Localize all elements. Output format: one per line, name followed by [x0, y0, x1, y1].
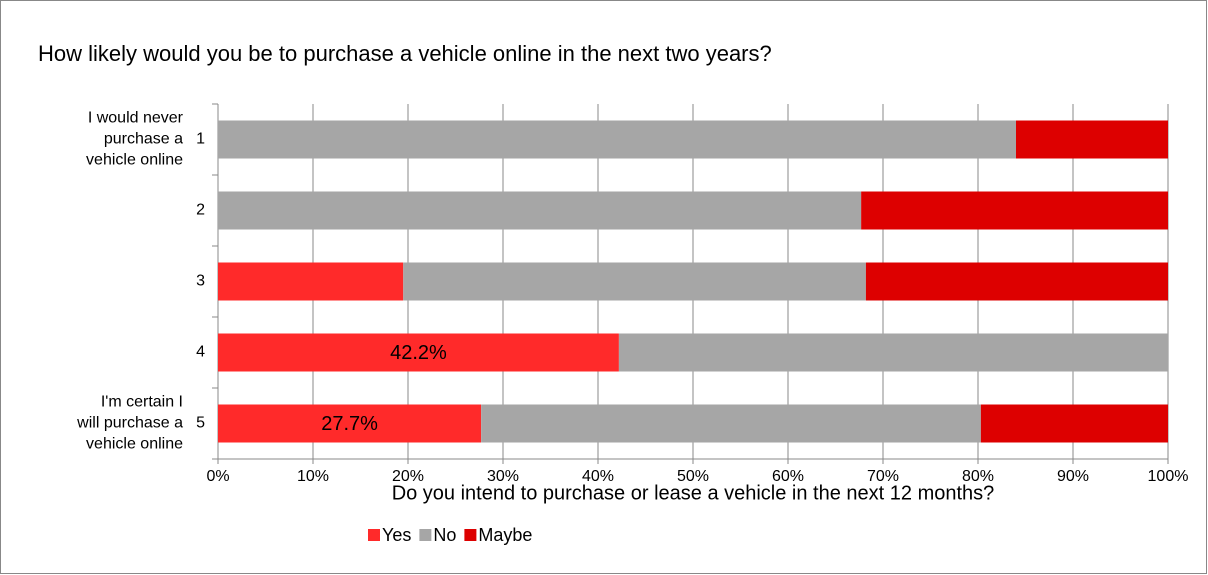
x-tick-label: 100% — [1148, 468, 1189, 485]
legend-label: No — [433, 525, 456, 545]
x-tick-label: 60% — [772, 468, 804, 485]
legend-swatch — [419, 529, 432, 541]
bar-segment — [1016, 120, 1168, 159]
bar-segment — [218, 262, 404, 301]
x-tick-label: 50% — [677, 468, 709, 485]
x-tick-label: 20% — [392, 468, 424, 485]
x-tick-label: 80% — [962, 468, 994, 485]
bar-segment — [218, 333, 619, 372]
legend-label: Maybe — [478, 525, 532, 545]
y-annotation: purchase a — [104, 131, 183, 148]
data-label: 42.2% — [390, 342, 447, 364]
legend-label: Yes — [382, 525, 411, 545]
bar-segment — [403, 262, 866, 301]
y-annotation: will purchase a — [76, 415, 183, 432]
y-tick-label: 5 — [196, 415, 205, 432]
y-tick-label: 2 — [196, 202, 205, 219]
y-tick-label: 1 — [196, 131, 205, 148]
legend-swatch — [464, 529, 477, 541]
legend-swatch — [368, 529, 380, 541]
bar-segment — [618, 333, 1168, 372]
bar-segment — [218, 404, 482, 443]
y-annotation: I'm certain I — [101, 394, 183, 411]
x-tick-label: 0% — [206, 468, 229, 485]
bar-segment — [218, 191, 862, 230]
y-annotation: I would never — [88, 110, 184, 127]
x-axis-label: Do you intend to purchase or lease a veh… — [392, 482, 995, 504]
y-annotation: vehicle online — [86, 152, 183, 169]
bar-segment — [980, 404, 1168, 443]
x-tick-label: 10% — [297, 468, 329, 485]
x-tick-label: 30% — [487, 468, 519, 485]
bar-segment — [481, 404, 981, 443]
chart-title: How likely would you be to purchase a ve… — [38, 41, 772, 66]
bar-segment — [861, 191, 1168, 230]
x-tick-label: 70% — [867, 468, 899, 485]
bar-segment — [218, 120, 1016, 159]
data-label: 27.7% — [321, 413, 378, 435]
y-tick-label: 3 — [196, 273, 205, 290]
y-tick-label: 4 — [196, 344, 205, 361]
x-tick-label: 90% — [1057, 468, 1089, 485]
bar-segment — [865, 262, 1168, 301]
y-annotation: vehicle online — [86, 436, 183, 453]
x-tick-label: 40% — [582, 468, 614, 485]
